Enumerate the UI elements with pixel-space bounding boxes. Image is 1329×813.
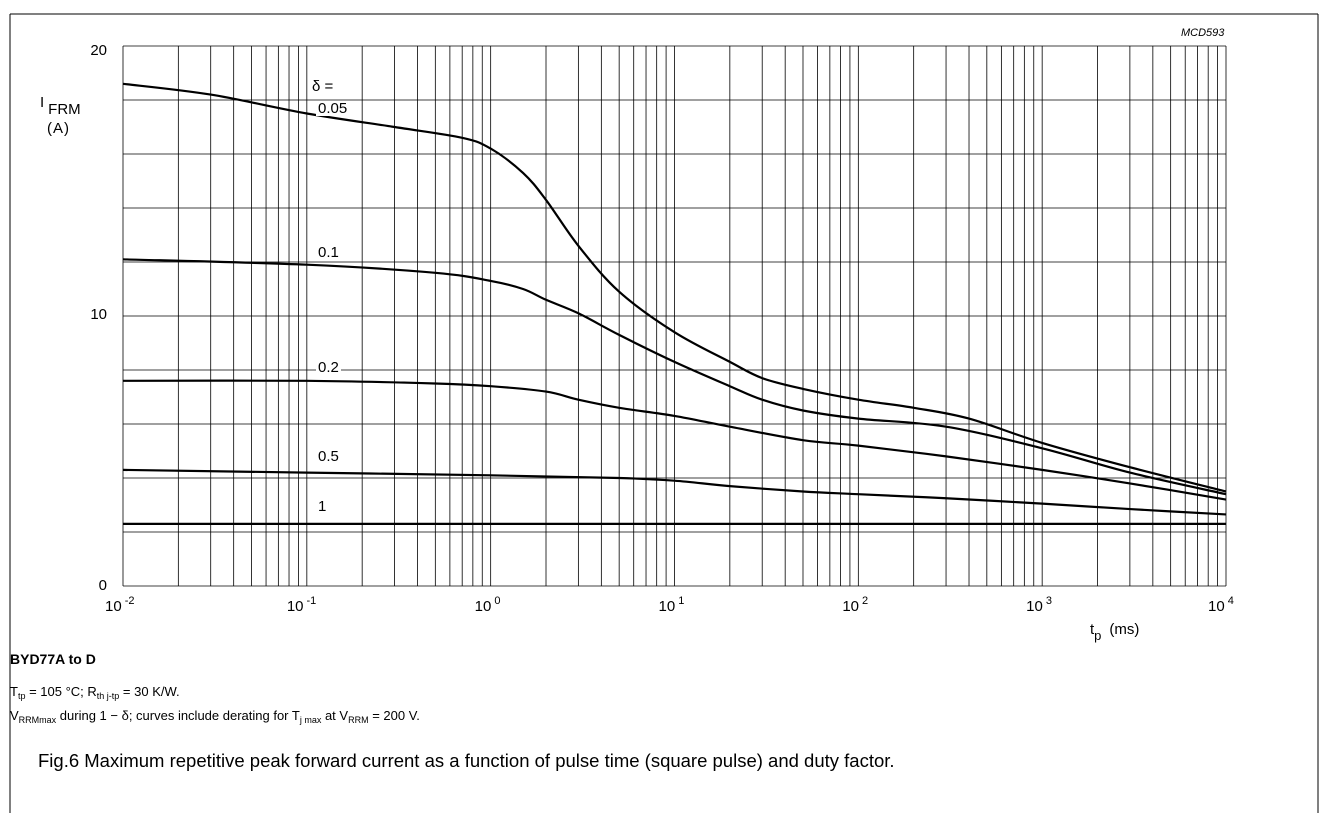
y-tick-label: 10 <box>90 306 107 323</box>
series-line-0-2 <box>122 379 1227 501</box>
y-tick-label: 0 <box>98 577 107 594</box>
chart-grid <box>122 45 1227 587</box>
x-axis-unit: (ms) <box>1109 621 1140 638</box>
series-label-0-5: 0.5 <box>316 448 341 465</box>
x-tick-label: 10 0 <box>474 595 501 615</box>
x-axis-label: tp (ms) <box>1090 621 1140 643</box>
series-line-0-05 <box>122 82 1227 493</box>
y-tick-label: 20 <box>90 42 107 59</box>
model-title: BYD77A to D <box>10 651 96 667</box>
y-axis-subscript: FRM <box>48 101 81 118</box>
x-tick-label: 10 -2 <box>105 595 135 615</box>
y-axis-symbol: I <box>40 94 45 111</box>
series-label-0-2: 0.2 <box>316 359 341 376</box>
x-tick-label: 10 -1 <box>286 595 317 615</box>
series-line-0-1 <box>122 258 1227 496</box>
y-axis-unit: (A) <box>47 120 70 137</box>
series-label-1: 1 <box>316 498 329 515</box>
delta-header-label: δ = <box>310 78 336 95</box>
x-axis-symbol: t <box>1090 621 1095 638</box>
x-tick-label: 10 1 <box>658 595 685 615</box>
series-label-0-05: 0.05 <box>316 100 350 117</box>
chart-curves <box>122 82 1227 526</box>
x-tick-label: 10 3 <box>1026 595 1052 615</box>
condition-note-1: Ttp = 105 °C; Rth j-tp = 30 K/W. <box>10 684 180 701</box>
x-tick-label: 10 2 <box>842 595 869 615</box>
series-line-0-5 <box>122 468 1227 516</box>
y-axis-label: I FRM (A) <box>40 93 81 139</box>
x-tick-label: 10 4 <box>1208 595 1234 615</box>
figure-code: MCD593 <box>1181 27 1225 39</box>
figure-caption: Fig.6 Maximum repetitive peak forward cu… <box>38 750 895 771</box>
condition-note-2: VRRMmax during 1 − δ; curves include der… <box>10 708 420 725</box>
x-axis-subscript: p <box>1094 628 1102 643</box>
series-label-0-1: 0.1 <box>316 244 341 261</box>
